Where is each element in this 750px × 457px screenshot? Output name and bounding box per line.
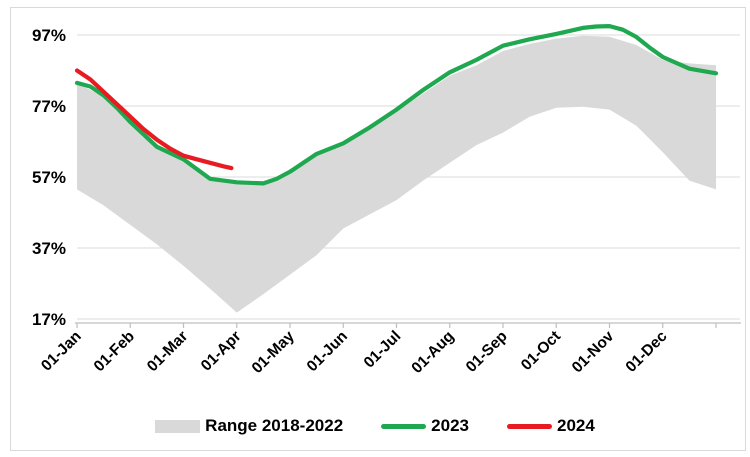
y-tick-label-97%: 97% (32, 26, 66, 45)
legend-item-2023: 2023 (381, 416, 469, 436)
series-2024-line (74, 68, 234, 171)
legend-label-2023: 2023 (431, 416, 469, 435)
legend-item-range: Range 2018-2022 (155, 416, 343, 436)
legend-label-range: Range 2018-2022 (205, 416, 344, 435)
y-tick-label-37%: 37% (32, 239, 66, 258)
y-tick-label-57%: 57% (32, 168, 66, 187)
line-2024-swatch (506, 423, 552, 429)
series-2023-line (74, 24, 719, 186)
y-tick-label-17%: 17% (32, 310, 66, 329)
range-band-swatch (155, 419, 201, 433)
line-2023-swatch (381, 423, 427, 429)
legend-item-2024: 2024 (506, 416, 595, 436)
chart-legend: Range 2018-2022 2023 2024 (0, 408, 750, 444)
legend-label-2024: 2024 (556, 416, 595, 435)
range-2018-2022-band (77, 35, 716, 313)
y-tick-label-77%: 77% (32, 97, 66, 116)
